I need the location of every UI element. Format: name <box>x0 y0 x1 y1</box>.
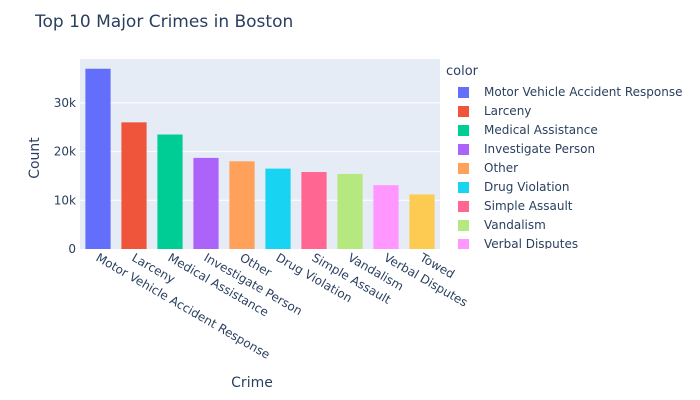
bar <box>121 122 147 249</box>
bar <box>301 172 327 249</box>
y-axis-label: Count <box>27 137 43 179</box>
bar <box>409 194 435 249</box>
y-tick-label: 0 <box>68 242 76 256</box>
legend-swatch <box>458 182 469 193</box>
bar <box>337 173 363 249</box>
legend-item[interactable]: Larceny <box>458 103 690 122</box>
legend-swatch <box>458 201 469 212</box>
legend-swatch <box>458 106 469 117</box>
bar <box>229 161 255 249</box>
legend-item[interactable]: Vandalism <box>458 217 690 236</box>
legend: Motor Vehicle Accident Response Larceny Me… <box>458 84 690 249</box>
legend-label: Drug Violation <box>484 180 570 194</box>
legend-item[interactable]: Drug Violation <box>458 179 690 198</box>
legend-label: Simple Assault <box>484 199 573 213</box>
bar <box>157 134 183 249</box>
legend-swatch <box>458 220 469 231</box>
bar <box>193 157 219 249</box>
legend-item[interactable]: Investigate Person <box>458 141 690 160</box>
legend-item[interactable]: Simple Assault <box>458 198 690 217</box>
bar <box>85 68 111 249</box>
y-tick-label: 20k <box>54 145 76 159</box>
legend-label: Larceny <box>484 104 532 118</box>
legend-item[interactable]: Other <box>458 160 690 179</box>
y-tick-label: 10k <box>54 193 76 207</box>
legend-label: Investigate Person <box>484 142 596 156</box>
bar <box>373 185 399 249</box>
legend-item[interactable]: Motor Vehicle Accident Response <box>458 84 690 103</box>
y-tick-label: 30k <box>54 96 76 110</box>
legend-swatch <box>458 239 469 249</box>
chart-title: Top 10 Major Crimes in Boston <box>35 12 294 32</box>
x-tick-labels: Motor Vehicle Accident ResponseLarcenyMe… <box>94 250 471 362</box>
legend-label: Motor Vehicle Accident Response <box>484 85 683 99</box>
legend-swatch <box>458 87 469 98</box>
legend-label: Other <box>484 161 519 175</box>
bars <box>85 68 435 249</box>
legend-swatch <box>458 125 469 136</box>
legend-label: Vandalism <box>484 218 546 232</box>
bar <box>265 168 291 249</box>
legend-swatch <box>458 144 469 155</box>
legend-label: Verbal Disputes <box>484 237 579 249</box>
legend-item[interactable]: Medical Assistance <box>458 122 690 141</box>
legend-item[interactable]: Verbal Disputes <box>458 236 690 249</box>
legend-swatch <box>458 163 469 174</box>
y-tick-labels: 0 10k 20k 30k <box>54 96 76 256</box>
legend-title: color <box>446 64 479 79</box>
legend-label: Medical Assistance <box>484 123 598 137</box>
x-axis-label: Crime <box>231 375 273 391</box>
